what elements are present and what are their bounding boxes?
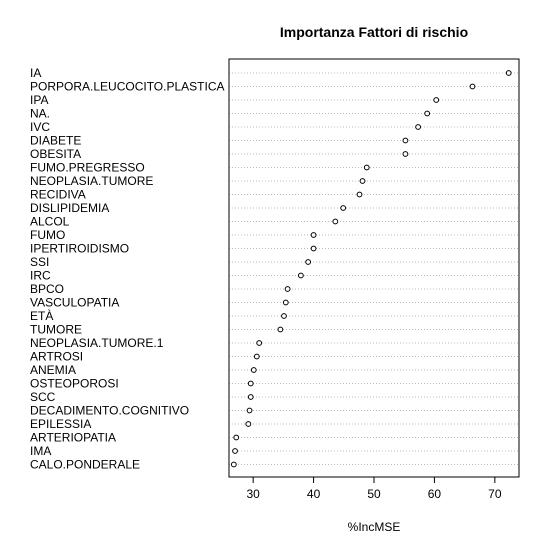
data-point bbox=[233, 449, 238, 454]
variable-label: FUMO.PREGRESSO bbox=[30, 161, 145, 175]
data-point bbox=[403, 138, 408, 143]
variable-label: EPILESSIA bbox=[30, 417, 91, 431]
data-point bbox=[403, 152, 408, 157]
variable-label: IA bbox=[30, 66, 41, 80]
data-point bbox=[278, 327, 283, 332]
data-point bbox=[333, 219, 338, 224]
data-point bbox=[425, 111, 430, 116]
x-tick-label: 30 bbox=[246, 487, 260, 501]
data-point bbox=[248, 381, 253, 386]
data-point bbox=[231, 462, 236, 467]
data-point bbox=[254, 354, 259, 359]
data-point bbox=[341, 206, 346, 211]
variable-label: ARTROSI bbox=[30, 350, 83, 364]
data-point bbox=[360, 179, 365, 184]
x-tick-label: 70 bbox=[488, 487, 502, 501]
data-point bbox=[364, 165, 369, 170]
x-tick-label: 60 bbox=[428, 487, 442, 501]
data-point bbox=[283, 300, 288, 305]
variable-label: OBESITA bbox=[30, 147, 81, 161]
plot-frame bbox=[229, 59, 519, 477]
variable-label: VASCULOPATIA bbox=[30, 296, 119, 310]
data-point bbox=[257, 341, 262, 346]
data-point bbox=[357, 192, 362, 197]
variable-label: ANEMIA bbox=[30, 363, 76, 377]
data-point bbox=[234, 435, 239, 440]
variable-label: IMA bbox=[30, 444, 51, 458]
data-point bbox=[251, 368, 256, 373]
variable-label: BPCO bbox=[30, 282, 64, 296]
data-point bbox=[506, 71, 511, 76]
data-point bbox=[282, 314, 287, 319]
data-point bbox=[247, 408, 252, 413]
x-tick-label: 40 bbox=[307, 487, 321, 501]
variable-label: RECIDIVA bbox=[30, 188, 86, 202]
variable-label: NEOPLASIA.TUMORE.1 bbox=[30, 336, 164, 350]
variable-label: NEOPLASIA.TUMORE bbox=[30, 174, 153, 188]
variable-label: IPA bbox=[30, 93, 48, 107]
variable-label: DIABETE bbox=[30, 134, 81, 148]
variable-label: DECADIMENTO.COGNITIVO bbox=[30, 404, 189, 418]
variable-label: TUMORE bbox=[30, 323, 82, 337]
data-point bbox=[434, 98, 439, 103]
variable-label: IRC bbox=[30, 269, 51, 283]
variable-label: ETÀ bbox=[30, 308, 53, 323]
variable-label: SCC bbox=[30, 390, 56, 404]
variable-label: IPERTIROIDISMO bbox=[30, 242, 129, 256]
data-point bbox=[311, 246, 316, 251]
grid-lines bbox=[229, 73, 519, 465]
variable-label: IVC bbox=[30, 120, 50, 134]
x-axis: 30 40 50 60 70 bbox=[246, 477, 501, 501]
variable-label: PORPORA.LEUCOCITO.PLASTICA bbox=[30, 80, 225, 94]
data-point bbox=[298, 273, 303, 278]
data-point bbox=[416, 125, 421, 130]
x-tick-label: 50 bbox=[367, 487, 381, 501]
data-point bbox=[246, 422, 251, 427]
data-point bbox=[311, 233, 316, 238]
variable-label: CALO.PONDERALE bbox=[30, 458, 140, 472]
data-point bbox=[470, 84, 475, 89]
chart-title: Importanza Fattori di rischio bbox=[280, 24, 468, 40]
data-point bbox=[306, 260, 311, 265]
data-point bbox=[285, 287, 290, 292]
variable-label: ALCOL bbox=[30, 215, 70, 229]
variable-label: ARTERIOPATIA bbox=[30, 431, 116, 445]
variable-label: NA. bbox=[30, 107, 50, 121]
variable-labels: IAPORPORA.LEUCOCITO.PLASTICAIPANA.IVCDIA… bbox=[30, 66, 225, 472]
data-points bbox=[231, 71, 511, 467]
variable-label: OSTEOPOROSI bbox=[30, 377, 119, 391]
x-axis-label: %IncMSE bbox=[348, 520, 401, 534]
variable-label: SSI bbox=[30, 255, 49, 269]
data-point bbox=[248, 395, 253, 400]
variable-label: FUMO bbox=[30, 228, 65, 242]
variable-label: DISLIPIDEMIA bbox=[30, 201, 109, 215]
